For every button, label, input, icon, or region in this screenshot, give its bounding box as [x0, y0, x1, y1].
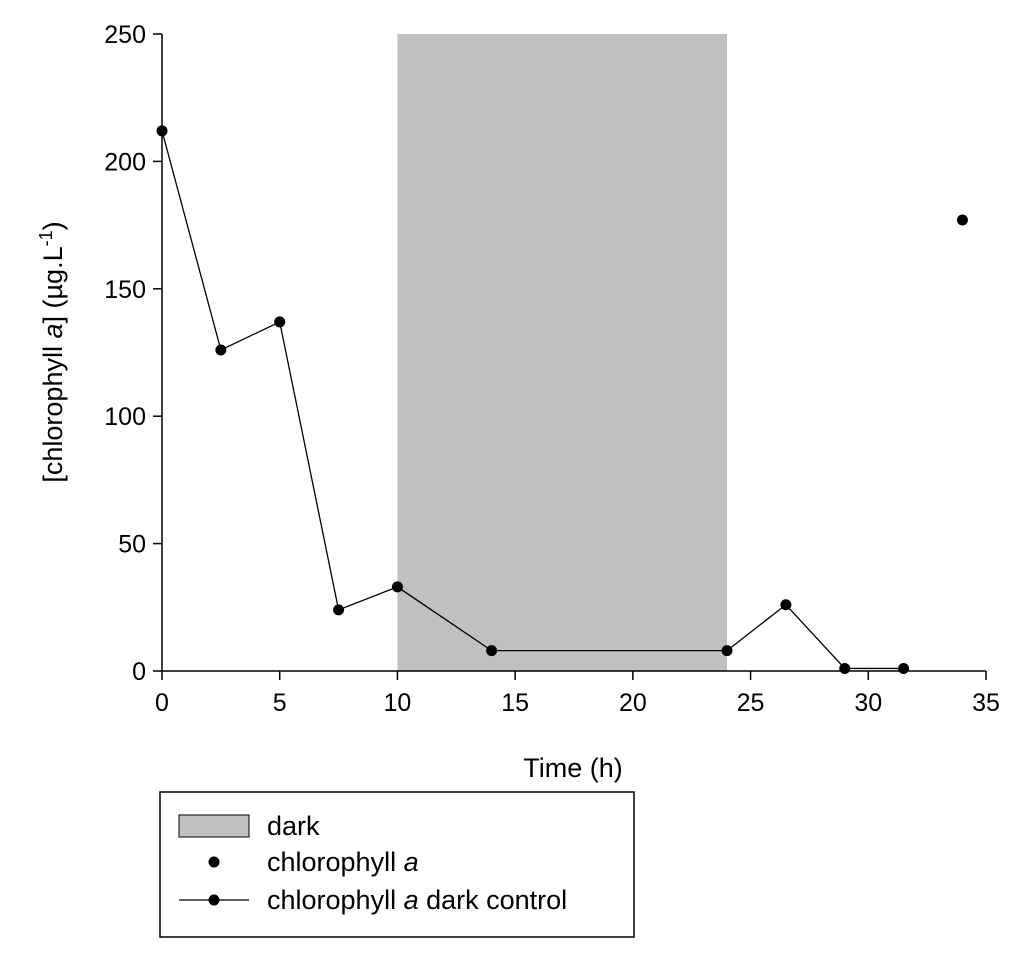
y-axis-title: [chlorophyll a] (µg.L-1): [36, 221, 68, 482]
y-tick-label: 250: [104, 21, 146, 49]
dark-period-region: [397, 34, 728, 671]
legend-item-1: chlorophyll a: [208, 847, 419, 877]
data-point: [780, 599, 792, 611]
x-axis-title: Time (h): [523, 753, 623, 783]
data-point: [215, 344, 227, 356]
series-layer: [156, 125, 968, 674]
y-tick-label: 50: [118, 531, 146, 559]
y-axis-title-suffix: ): [38, 221, 68, 230]
data-point: [333, 604, 345, 616]
x-tick-label: 10: [384, 689, 412, 717]
legend-swatch-marker: [208, 856, 220, 868]
y-axis-title-superscript: -1: [36, 230, 56, 246]
legend-item-2: chlorophyll a dark control: [179, 885, 567, 915]
y-axis-title-italic: a: [38, 324, 68, 339]
x-ticks: 0 5 10 15 20 25 30 35: [155, 671, 1000, 717]
legend-label-prefix: chlorophyll: [267, 847, 404, 877]
data-point: [274, 316, 286, 328]
legend-label: dark: [267, 811, 320, 841]
legend-label-italic: a: [404, 847, 419, 877]
legend-item-0: dark: [178, 811, 320, 841]
legend-label-prefix: dark: [267, 811, 320, 841]
data-point: [721, 645, 733, 657]
legend-swatch-marker: [208, 894, 220, 906]
legend-swatch-patch: [178, 814, 250, 838]
y-tick-label: 100: [104, 403, 146, 431]
dark-period-shading-group: [397, 34, 728, 671]
axes: 0 5 10 15 20 25 30 35 0 50 100 150 200 250: [104, 21, 1000, 717]
plot-area: 0 5 10 15 20 25 30 35 0 50 100 150 200 250: [104, 21, 1000, 717]
data-point: [156, 125, 168, 137]
legend-label-suffix: dark control: [419, 885, 568, 915]
x-tick-label: 25: [737, 689, 765, 717]
y-tick-label: 0: [132, 658, 146, 686]
y-ticks: 0 50 100 150 200 250: [104, 21, 162, 686]
legend-label-italic: a: [404, 885, 419, 915]
x-tick-label: 5: [273, 689, 287, 717]
series-line: [161, 130, 904, 670]
data-point: [956, 214, 968, 226]
x-tick-label: 0: [155, 689, 169, 717]
x-tick-label: 35: [972, 689, 1000, 717]
x-tick-label: 30: [854, 689, 882, 717]
legend-label: chlorophyll a: [267, 847, 419, 877]
y-axis-title-middle: ] (µg.L: [38, 246, 68, 323]
series-1: [156, 125, 910, 674]
x-tick-label: 15: [501, 689, 529, 717]
legend-label: chlorophyll a dark control: [267, 885, 567, 915]
y-tick-label: 150: [104, 276, 146, 304]
data-point: [898, 662, 910, 674]
series-0: [956, 214, 968, 226]
data-point: [839, 662, 851, 674]
data-point: [391, 581, 403, 593]
y-tick-label: 200: [104, 148, 146, 176]
x-tick-label: 20: [619, 689, 647, 717]
y-axis-title-prefix: [chlorophyll: [38, 339, 68, 483]
data-point: [486, 645, 498, 657]
legend-label-prefix: chlorophyll: [267, 885, 404, 915]
